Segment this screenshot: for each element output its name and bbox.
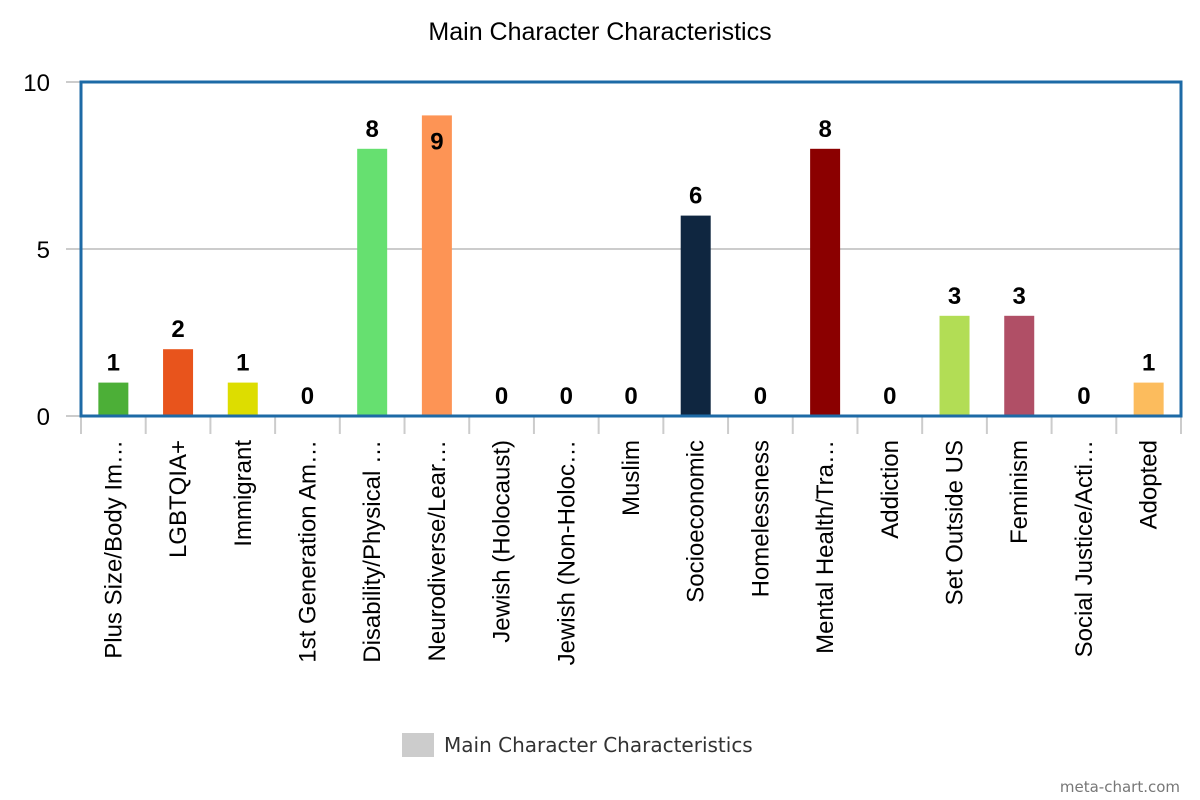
bar[interactable] [939,315,970,416]
x-tick-label: Plus Size/Body Im… [100,440,127,659]
bar[interactable] [680,215,711,416]
data-label: 0 [1077,383,1090,410]
bars [98,115,1164,417]
bar[interactable] [810,148,841,417]
data-label: 0 [560,383,573,410]
data-label: 0 [301,383,314,410]
bar[interactable] [1004,315,1035,416]
y-axis-ticks: 0 5 10 [23,70,81,431]
data-label: 1 [1142,350,1155,377]
x-tick-label: Immigrant [230,440,257,547]
x-tick-label: Feminism [1006,440,1033,544]
bar[interactable] [357,148,388,417]
bar[interactable] [163,349,194,416]
category-labels: Plus Size/Body Im… LGBTQIA+ Immigrant 1st G… [100,440,1162,666]
data-label: 0 [495,383,508,410]
chart-title: Main Character Characteristics [428,18,771,46]
data-labels: 1 2 1 0 8 9 0 0 0 6 0 8 0 3 3 0 1 [107,116,1156,410]
x-tick-label: Jewish (Non-Holoc… [553,440,580,665]
data-label: 2 [171,316,184,343]
watermark: meta-chart.com [1060,778,1180,796]
data-label: 8 [365,116,378,143]
x-tick-label: 1st Generation Am… [294,440,321,663]
legend-swatch[interactable] [402,733,434,757]
x-tick-label: Socioeconomic [683,440,710,603]
x-tick-label: Jewish (Holocaust) [489,440,516,643]
bar[interactable] [227,382,258,416]
plot-area-border [79,80,1183,418]
x-tick-label: Disability/Physical … [359,440,386,663]
y-tick-label: 10 [23,70,50,97]
x-tick-label: Set Outside US [942,440,969,605]
x-tick-label: Social Justice/Acti… [1071,440,1098,657]
bar[interactable] [98,382,129,416]
x-tick-label: Addiction [877,440,904,539]
x-tick-label: Homelessness [747,440,774,597]
x-tick-label: Neurodiverse/Lear… [424,440,451,661]
x-tick-label: Adopted [1136,440,1163,529]
legend[interactable]: Main Character Characteristics [402,733,753,757]
data-label: 0 [754,383,767,410]
y-tick-label: 0 [37,404,50,431]
legend-label[interactable]: Main Character Characteristics [444,733,753,757]
bar[interactable] [1133,382,1164,416]
data-label: 1 [236,350,249,377]
data-label: 1 [107,350,120,377]
data-label: 9 [430,128,443,155]
x-axis-ticks [80,416,1182,434]
y-tick-label: 5 [37,237,50,264]
data-label: 3 [948,283,961,310]
data-label: 6 [689,183,702,210]
data-label: 0 [883,383,896,410]
data-label: 8 [818,116,831,143]
x-tick-label: LGBTQIA+ [165,440,192,558]
bar[interactable] [421,115,452,417]
x-tick-label: Mental Health/Tra… [812,440,839,654]
data-label: 0 [624,383,637,410]
data-label: 3 [1013,283,1026,310]
x-tick-label: Muslim [618,440,645,516]
